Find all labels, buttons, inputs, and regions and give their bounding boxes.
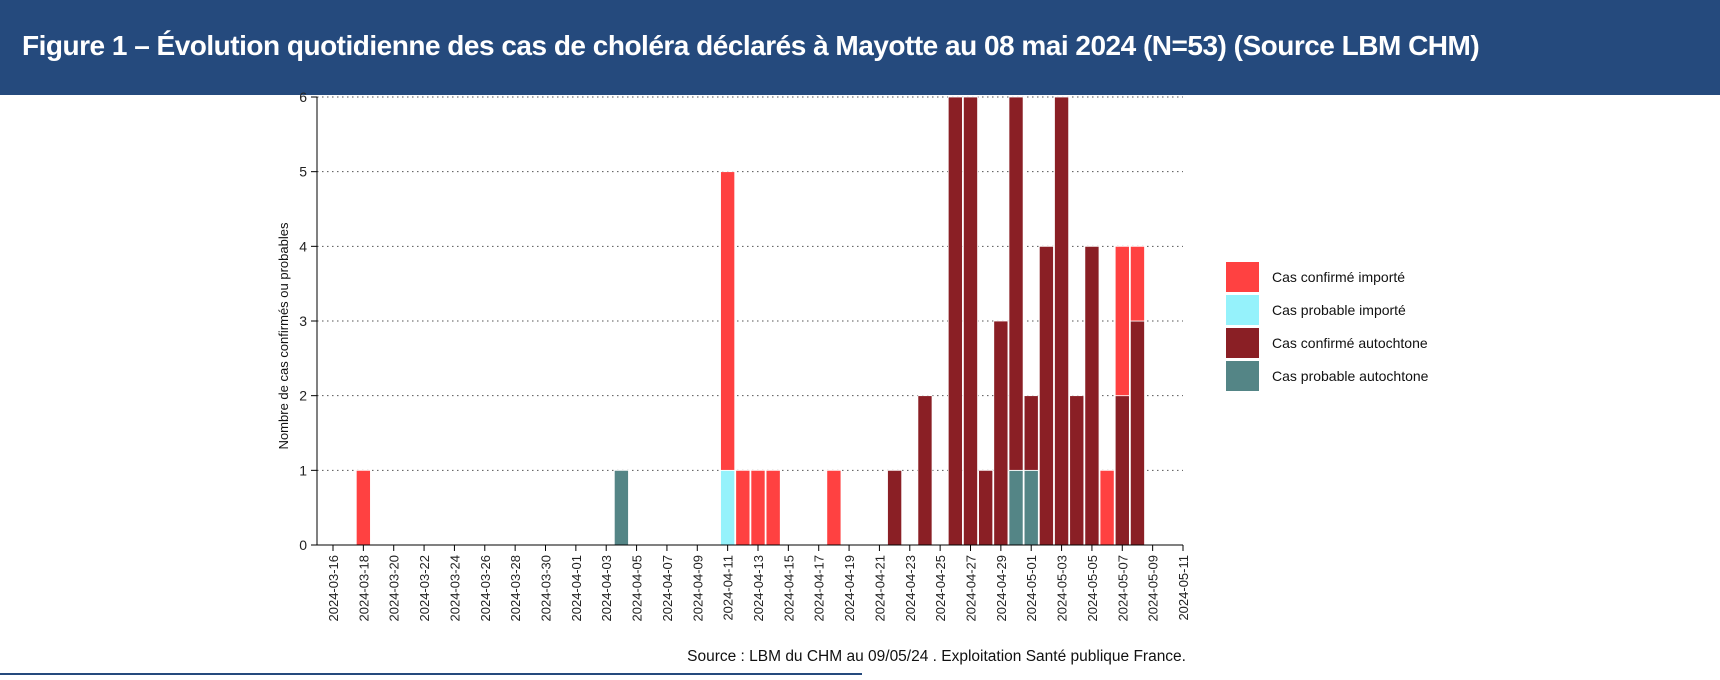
bottom-rule <box>0 673 862 675</box>
x-tick-label: 2024-04-23 <box>903 555 918 622</box>
y-tick-label: 2 <box>299 388 307 404</box>
x-tick-label: 2024-05-01 <box>1024 555 1039 622</box>
x-tick-label: 2024-04-01 <box>569 555 584 622</box>
x-tick-label: 2024-04-15 <box>781 555 796 622</box>
y-tick-label: 4 <box>299 238 307 254</box>
bar-segment <box>963 96 978 546</box>
x-tick-label: 2024-04-13 <box>751 555 766 622</box>
figure-title: Figure 1 – Évolution quotidienne des cas… <box>22 30 1480 61</box>
bar-segment <box>1129 320 1145 546</box>
bar-segment <box>1023 469 1039 546</box>
legend-label: Cas probable autochtone <box>1272 368 1429 384</box>
legend-label: Cas probable importé <box>1272 302 1406 318</box>
bar-segment <box>1114 245 1130 397</box>
x-tick-label: 2024-05-07 <box>1115 555 1130 622</box>
x-tick-label: 2024-03-22 <box>417 555 432 622</box>
x-tick-label: 2024-04-19 <box>842 555 857 622</box>
x-tick-label: 2024-04-09 <box>690 555 705 622</box>
bar-segment <box>1069 395 1085 546</box>
x-tick-label: 2024-04-21 <box>872 555 887 622</box>
bar-segment <box>750 469 766 546</box>
bar-segment <box>1008 469 1024 546</box>
x-tick-label: 2024-04-25 <box>933 555 948 622</box>
x-tick-label: 2024-03-28 <box>508 555 523 622</box>
x-tick-label: 2024-05-09 <box>1146 555 1161 622</box>
bar-segment <box>1023 395 1039 471</box>
x-tick-label: 2024-04-27 <box>964 555 979 622</box>
x-tick-label: 2024-03-24 <box>447 555 462 622</box>
bar-segment <box>1114 395 1130 546</box>
bar-segment <box>993 320 1009 546</box>
legend-swatch <box>1226 361 1259 391</box>
x-tick-label: 2024-03-26 <box>478 555 493 622</box>
x-tick-label: 2024-05-11 <box>1176 555 1191 621</box>
x-tick-label: 2024-03-30 <box>539 555 554 622</box>
y-axis-title: Nombre de cas confirmés ou probables <box>276 222 291 449</box>
bar-segment <box>1084 245 1100 546</box>
bar-segment <box>1099 469 1115 546</box>
x-tick-label: 2024-04-03 <box>599 555 614 622</box>
legend-label: Cas confirmé autochtone <box>1272 335 1428 351</box>
x-tick-label: 2024-03-20 <box>387 555 402 622</box>
x-tick-label: 2024-05-03 <box>1055 555 1070 622</box>
bar-segment <box>1054 96 1070 546</box>
source-note: Source : LBM du CHM au 09/05/24 . Exploi… <box>687 648 1186 665</box>
x-tick-label: 2024-03-18 <box>356 555 371 622</box>
y-tick-label: 1 <box>299 462 307 478</box>
bar-segment <box>355 469 371 546</box>
bar-segment <box>735 469 751 546</box>
y-tick-label: 3 <box>299 313 307 329</box>
figure-banner: Figure 1 – Évolution quotidienne des cas… <box>0 0 1720 95</box>
bar-segment <box>613 469 629 546</box>
legend-swatch <box>1226 328 1259 358</box>
x-tick-label: 2024-04-29 <box>994 555 1009 622</box>
y-tick-label: 6 <box>299 89 307 105</box>
x-tick-label: 2024-04-05 <box>630 555 645 622</box>
bar-segment <box>720 469 736 546</box>
y-tick-label: 5 <box>299 164 307 180</box>
x-tick-label: 2024-04-17 <box>812 555 827 622</box>
bar-segment <box>887 469 903 546</box>
x-tick-label: 2024-03-16 <box>326 555 341 622</box>
x-tick-label: 2024-05-05 <box>1085 555 1100 622</box>
x-tick-label: 2024-04-11 <box>721 555 736 621</box>
bar-segment <box>1008 96 1024 471</box>
legend-swatch <box>1226 295 1259 325</box>
y-tick-label: 0 <box>299 537 307 553</box>
legend-swatch <box>1226 262 1259 292</box>
bar-segment <box>917 395 933 546</box>
bar-segment <box>765 469 781 546</box>
bar-segment <box>1038 245 1054 546</box>
bar-segment <box>978 469 994 546</box>
bar-segment <box>1129 245 1145 322</box>
bar-segment <box>826 469 842 546</box>
x-tick-label: 2024-04-07 <box>660 555 675 622</box>
bar-segment <box>947 96 963 546</box>
bar-segment <box>720 171 736 471</box>
legend-label: Cas confirmé importé <box>1272 269 1405 285</box>
